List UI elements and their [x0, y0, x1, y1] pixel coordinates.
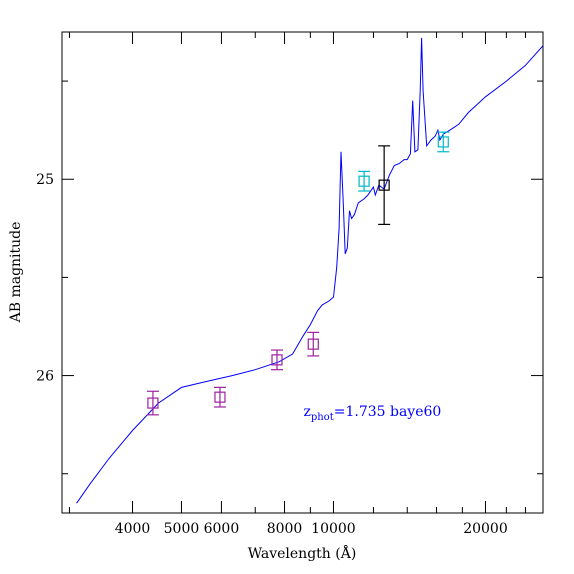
- point-marker: [147, 397, 159, 409]
- axis-tick-labels: 4000 5000 6000 8000 10000 20000 25 26: [36, 172, 508, 537]
- plot-marks: [76, 37, 543, 504]
- sed-template-line: [76, 37, 543, 504]
- x-tick-label: 10000: [311, 521, 356, 537]
- point-marker: [271, 354, 283, 366]
- point-marker: [307, 338, 319, 350]
- photometry-point: [358, 170, 371, 192]
- y-tick-label: 25: [36, 172, 54, 188]
- y-tick-label: 26: [36, 369, 54, 385]
- annotation-subscript: phot: [311, 412, 334, 423]
- photometry-point: [307, 331, 320, 357]
- x-tick-label: 20000: [463, 521, 508, 537]
- photometry-point: [213, 386, 226, 408]
- x-tick-label: 4000: [115, 521, 151, 537]
- x-axis-label: Wavelength (Å): [248, 544, 357, 562]
- x-tick-label: 6000: [204, 521, 240, 537]
- y-axis-label: AB magnitude: [8, 222, 24, 324]
- photometry-point: [378, 145, 391, 225]
- plot-frame: [61, 31, 544, 514]
- annotation-value: =1.735 baye60: [334, 404, 442, 420]
- x-tick-label: 8000: [267, 521, 303, 537]
- point-marker: [378, 179, 390, 191]
- point-marker: [437, 136, 449, 148]
- x-tick-label: 5000: [164, 521, 200, 537]
- photometry-point: [146, 390, 159, 416]
- point-marker: [214, 391, 226, 403]
- axis-ticks: [62, 32, 544, 513]
- point-marker: [358, 175, 370, 187]
- redshift-annotation: zphot=1.735 baye60: [303, 404, 441, 423]
- photometry-point: [437, 131, 450, 153]
- annotation-symbol: z: [303, 404, 310, 420]
- photometry-point: [270, 349, 283, 371]
